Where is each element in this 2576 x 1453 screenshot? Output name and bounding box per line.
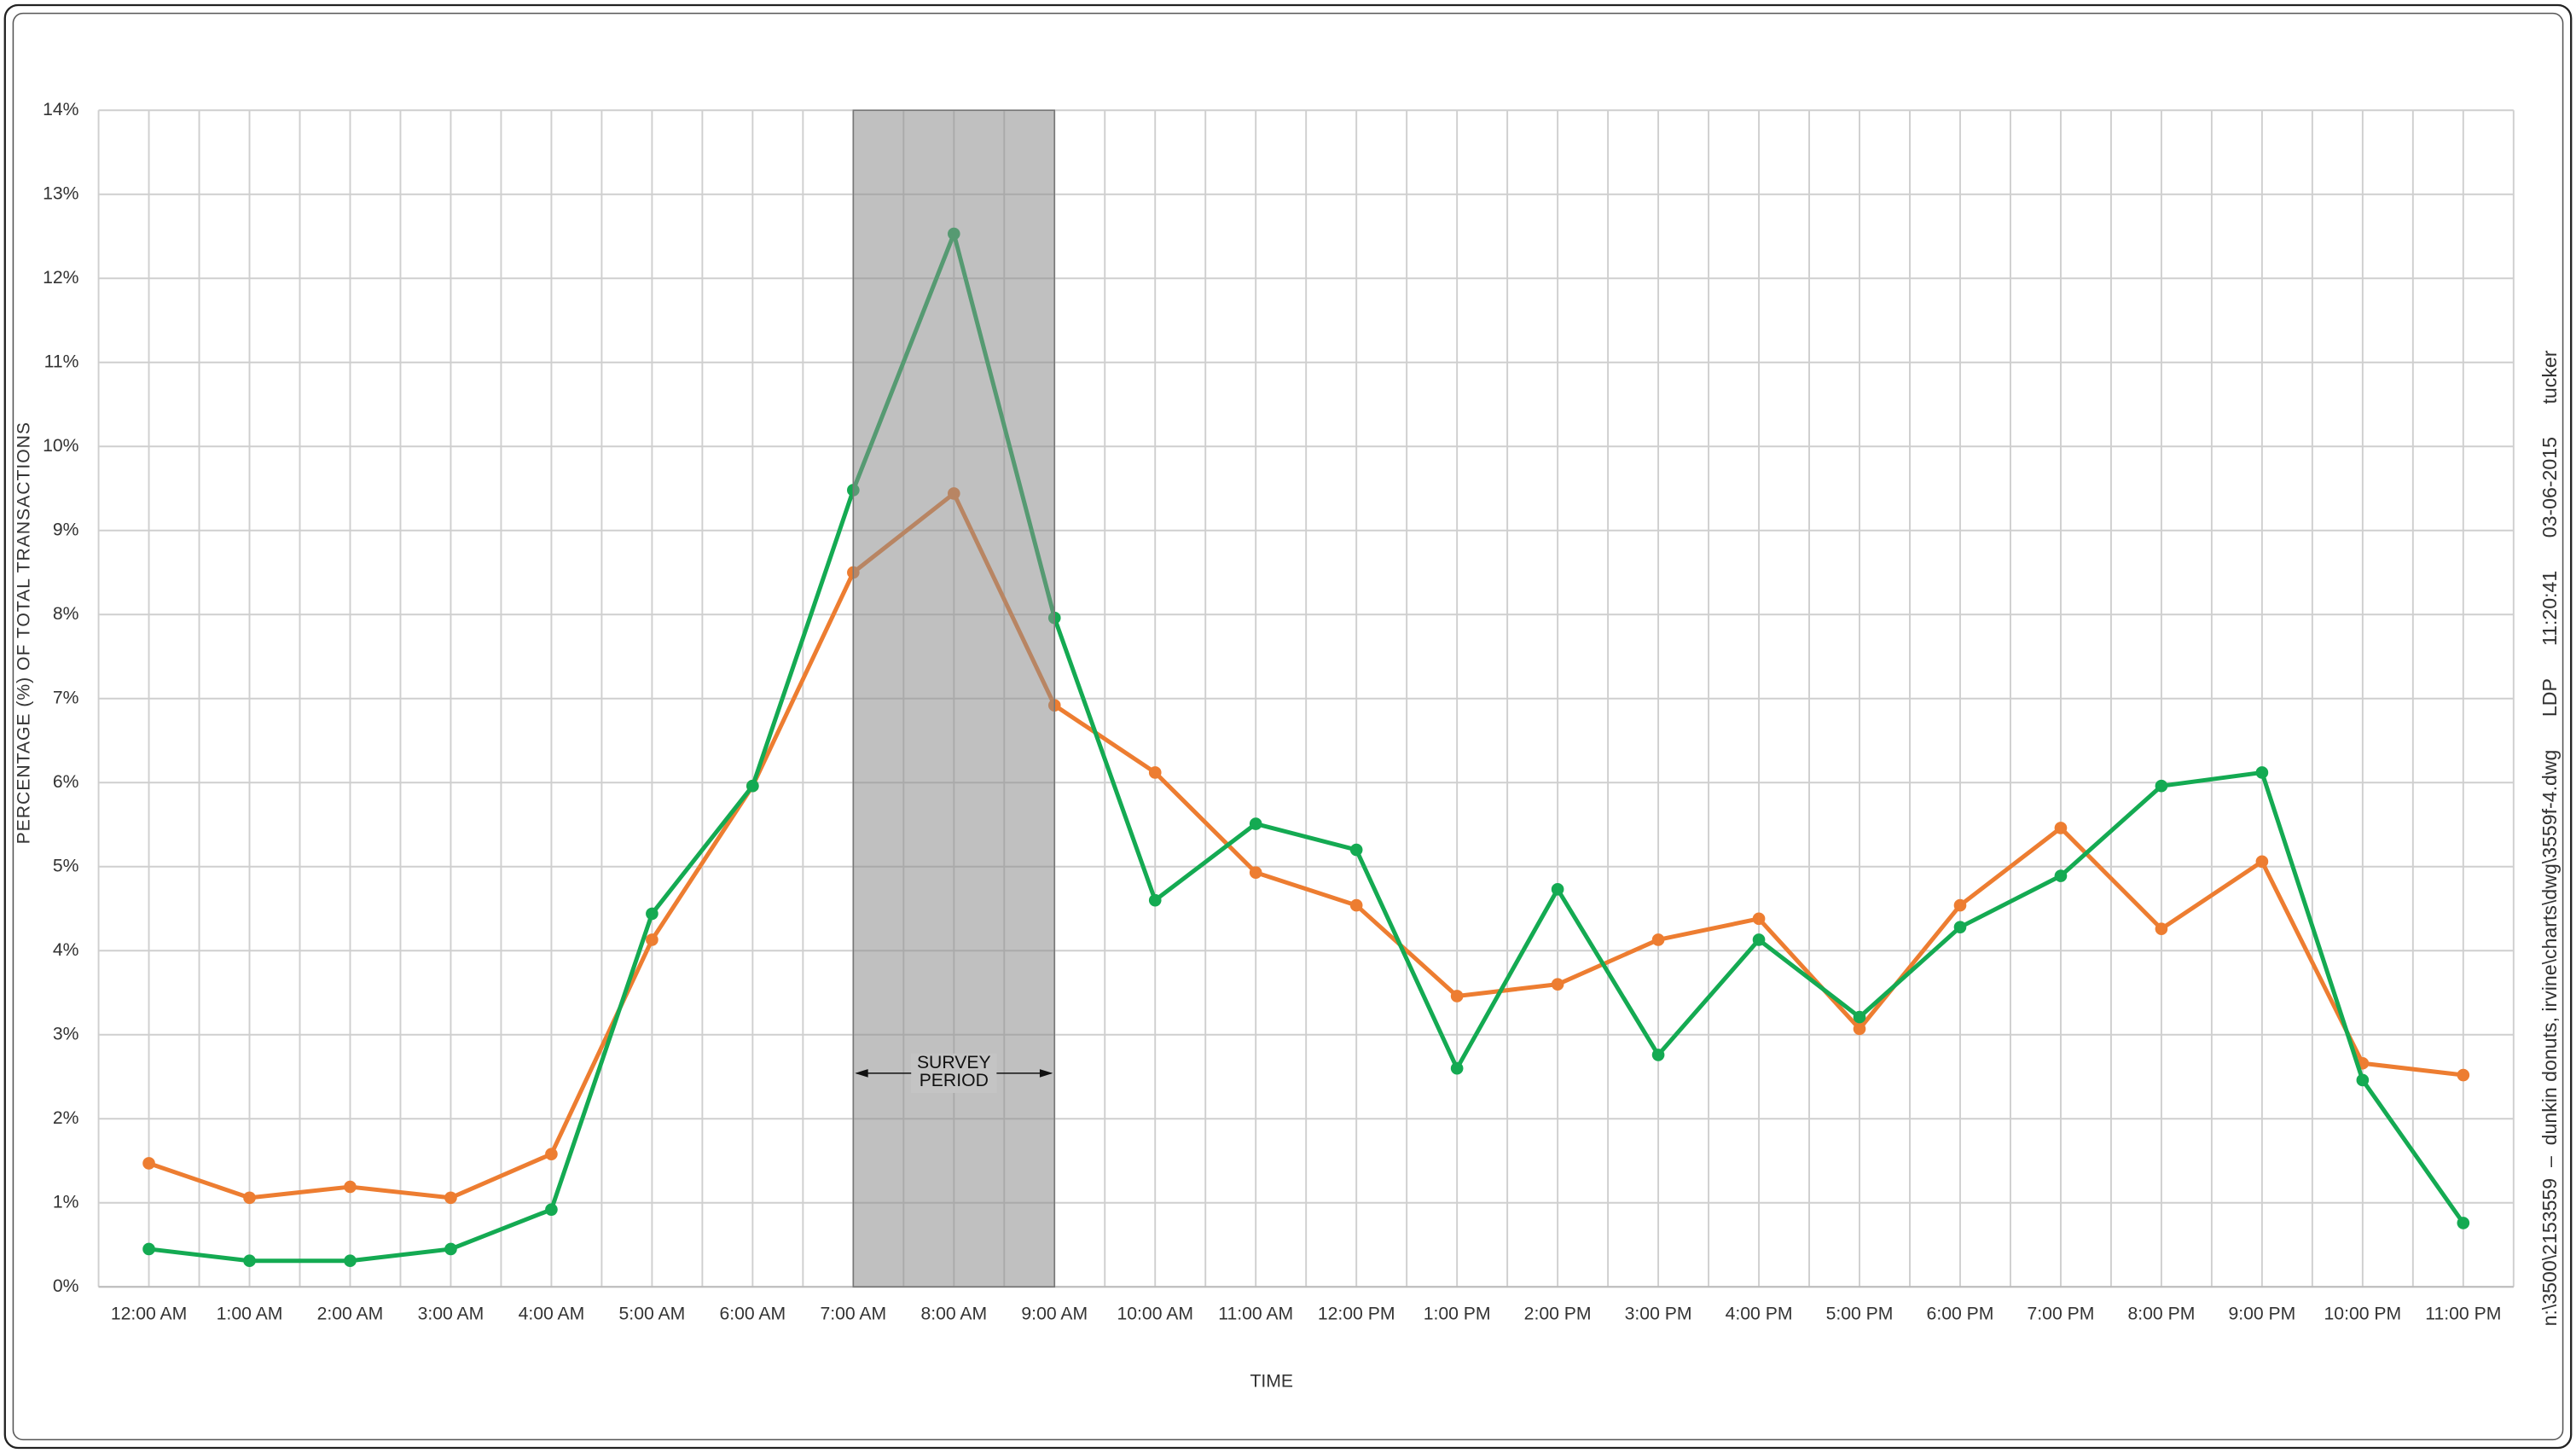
x-axis-label: TIME bbox=[1250, 1372, 1293, 1392]
x-tick-label: 4:00 AM bbox=[519, 1305, 585, 1324]
point bbox=[1651, 1049, 1665, 1061]
point bbox=[1249, 817, 1262, 830]
inner-frame bbox=[12, 12, 2564, 1441]
x-tick-label: 8:00 AM bbox=[920, 1305, 987, 1324]
point bbox=[243, 1254, 256, 1268]
x-tick-label: 4:00 PM bbox=[1726, 1305, 1793, 1324]
point bbox=[2054, 869, 2068, 882]
x-tick-label: 5:00 AM bbox=[619, 1305, 686, 1324]
x-tick-label: 7:00 AM bbox=[820, 1305, 886, 1324]
point bbox=[1349, 843, 1363, 857]
y-tick-label: 5% bbox=[53, 856, 79, 875]
label-bg bbox=[911, 1053, 997, 1094]
point bbox=[1651, 933, 1665, 946]
y-tick-label: 13% bbox=[43, 183, 79, 203]
y-tick-label: 1% bbox=[53, 1192, 79, 1212]
highlight-band bbox=[852, 109, 1056, 1288]
y-tick-label: 10% bbox=[43, 436, 79, 456]
y-tick-label: 3% bbox=[53, 1024, 79, 1043]
x-tick-label: 12:00 PM bbox=[1318, 1305, 1395, 1324]
y-tick-label: 7% bbox=[53, 688, 79, 707]
series-line bbox=[148, 491, 2464, 1200]
point bbox=[1853, 1010, 1866, 1024]
y-tick-label: 0% bbox=[53, 1276, 79, 1296]
x-tick-label: 11:00 AM bbox=[1218, 1305, 1293, 1324]
point bbox=[243, 1191, 256, 1205]
annotation: SURVEY bbox=[917, 1053, 991, 1072]
frame bbox=[3, 3, 2573, 1450]
x-tick-label: 6:00 AM bbox=[720, 1305, 786, 1324]
point bbox=[2155, 922, 2168, 935]
x-tick-label: 1:00 PM bbox=[1424, 1305, 1491, 1324]
point bbox=[1953, 898, 1967, 912]
point bbox=[1349, 898, 1363, 912]
side-note: n:\3500\2153559 – dunkin donuts, irvine\… bbox=[2538, 350, 2561, 1326]
x-tick-label: 8:00 PM bbox=[2127, 1305, 2195, 1324]
point bbox=[1450, 1061, 1464, 1075]
point bbox=[2054, 822, 2068, 834]
point bbox=[2255, 855, 2269, 869]
point bbox=[1450, 990, 1464, 1003]
point bbox=[1249, 866, 1262, 879]
x-tick-label: 9:00 AM bbox=[1021, 1305, 1088, 1324]
x-tick-label: 1:00 AM bbox=[217, 1305, 283, 1324]
point bbox=[1148, 766, 1162, 779]
x-tick-label: 11:00 PM bbox=[2425, 1305, 2501, 1324]
point bbox=[1551, 978, 1564, 991]
y-tick-label: 11% bbox=[44, 352, 79, 371]
x-tick-label: 12:00 AM bbox=[111, 1305, 187, 1324]
point bbox=[2356, 1073, 2370, 1087]
point bbox=[142, 1242, 155, 1256]
x-tick-label: 10:00 PM bbox=[2324, 1305, 2402, 1324]
y-tick-label: 14% bbox=[43, 100, 79, 119]
y-axis-label: PERCENTAGE (%) OF TOTAL TRANSACTIONS bbox=[14, 421, 33, 844]
point bbox=[344, 1180, 357, 1194]
x-tick-label: 5:00 PM bbox=[1826, 1305, 1894, 1324]
point bbox=[1853, 1022, 1866, 1036]
point bbox=[2255, 766, 2269, 779]
point bbox=[646, 907, 659, 921]
x-tick-label: 7:00 PM bbox=[2028, 1305, 2095, 1324]
x-tick-label: 9:00 PM bbox=[2228, 1305, 2295, 1324]
point bbox=[2155, 779, 2168, 793]
x-tick-label: 3:00 AM bbox=[418, 1305, 484, 1324]
series-line bbox=[148, 231, 2465, 1264]
point bbox=[2457, 1068, 2470, 1082]
y-tick-label: 12% bbox=[43, 268, 79, 288]
point bbox=[344, 1254, 357, 1268]
y-tick-label: 2% bbox=[53, 1108, 79, 1128]
x-tick-label: 10:00 AM bbox=[1117, 1305, 1193, 1324]
point bbox=[2457, 1217, 2470, 1229]
point bbox=[1752, 912, 1766, 926]
annotation: PERIOD bbox=[920, 1071, 989, 1090]
y-tick-label: 6% bbox=[53, 772, 79, 792]
x-tick-label: 2:00 AM bbox=[317, 1305, 384, 1324]
x-tick-label: 6:00 PM bbox=[1927, 1305, 1994, 1324]
point bbox=[1953, 921, 1967, 934]
point bbox=[545, 1203, 558, 1216]
point bbox=[444, 1191, 457, 1205]
point bbox=[142, 1157, 155, 1170]
point bbox=[444, 1242, 457, 1256]
point bbox=[545, 1148, 558, 1160]
y-tick-label: 4% bbox=[53, 940, 79, 960]
x-tick-label: 2:00 PM bbox=[1524, 1305, 1592, 1324]
point bbox=[1148, 893, 1162, 907]
point bbox=[646, 933, 659, 946]
y-tick-label: 9% bbox=[53, 520, 79, 539]
x-tick-label: 3:00 PM bbox=[1625, 1305, 1692, 1324]
point bbox=[1752, 933, 1766, 946]
y-tick-label: 8% bbox=[53, 604, 79, 624]
point bbox=[746, 779, 759, 793]
point bbox=[1551, 883, 1564, 896]
